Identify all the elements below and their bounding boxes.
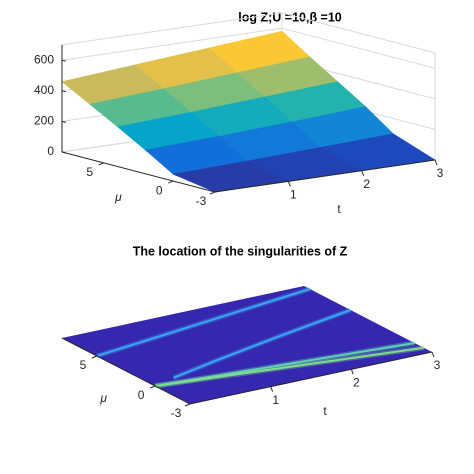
x-tick xyxy=(361,170,365,176)
x-tick-label: 3 xyxy=(434,358,441,372)
chart-title: log Z;U =10,β =10 xyxy=(238,10,342,24)
x-tick xyxy=(434,159,438,166)
z-tick-label: 0 xyxy=(47,144,54,158)
z-tick xyxy=(61,90,67,93)
grid-line xyxy=(61,27,283,61)
x-tick xyxy=(287,181,291,187)
y-tick-label: -3 xyxy=(196,194,207,208)
grid-line xyxy=(281,27,436,69)
x-tick-label: 3 xyxy=(437,166,444,180)
y-tick-label: -3 xyxy=(171,406,182,420)
x-tick xyxy=(350,369,354,375)
x-axis-label: t xyxy=(337,202,341,216)
y-tick xyxy=(209,191,216,195)
z-tick xyxy=(61,120,67,123)
chart-title: The location of the singularities of Z xyxy=(133,244,348,258)
box-edge xyxy=(281,12,436,54)
y-tick-label: 5 xyxy=(80,358,87,372)
y-axis-label: μ xyxy=(99,391,107,405)
x-tick xyxy=(431,351,435,358)
z-tick-label: 400 xyxy=(34,83,54,97)
line xyxy=(173,309,351,379)
z-tick xyxy=(61,151,67,154)
y-tick xyxy=(91,355,98,359)
y-tick xyxy=(168,180,174,184)
x-tick-label: 2 xyxy=(353,376,360,390)
line xyxy=(154,342,415,387)
x-tick-label: 1 xyxy=(272,393,279,407)
y-tick-label: 0 xyxy=(138,388,145,402)
z-tick-label: 200 xyxy=(34,114,54,128)
z-tick xyxy=(61,59,67,62)
z-tick-label: 600 xyxy=(34,52,54,66)
line xyxy=(154,346,424,387)
y-tick xyxy=(184,403,191,407)
y-tick-label: 0 xyxy=(156,183,163,197)
line xyxy=(96,288,311,357)
x-tick-label: 2 xyxy=(363,177,370,191)
x-tick-label: 1 xyxy=(290,188,297,202)
y-tick-label: 5 xyxy=(86,165,93,179)
y-tick xyxy=(149,385,156,389)
x-tick xyxy=(270,386,274,392)
x-axis-label: t xyxy=(323,404,327,418)
box-edge xyxy=(61,12,283,46)
plane xyxy=(62,286,432,404)
y-axis-label: μ xyxy=(114,190,122,204)
y-tick xyxy=(98,162,104,166)
